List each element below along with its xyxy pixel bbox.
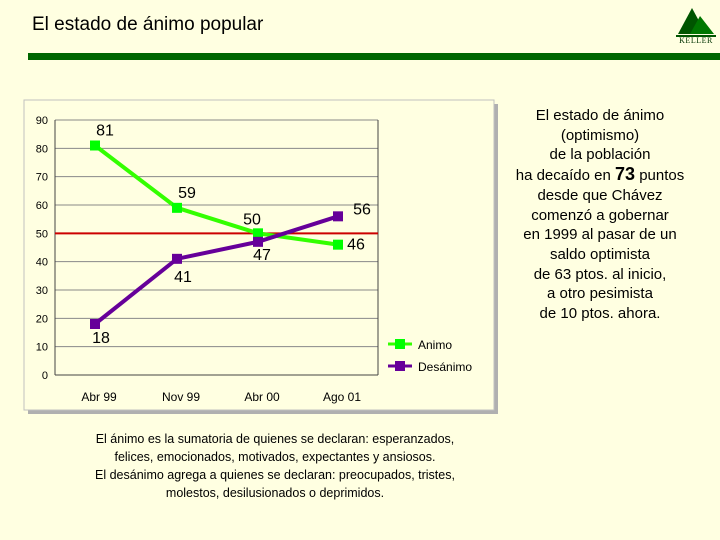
side-note: El estado de ánimo (optimismo) de la pob… [500, 106, 700, 324]
y-tick-label: 60 [36, 200, 48, 212]
y-tick-label: 40 [36, 257, 48, 269]
side-note-line: ha decaído en 73 puntos [500, 164, 700, 186]
y-tick-label: 30 [36, 285, 48, 297]
series-marker-desanimo [172, 253, 182, 264]
side-note-line: a otro pesimista [547, 285, 653, 303]
legend-marker-desanimo [395, 361, 405, 371]
keller-logo-icon [676, 8, 716, 37]
footnote-line: El ánimo es la sumatoria de quienes se d… [95, 432, 455, 446]
x-tick-label: Nov 99 [162, 390, 200, 404]
side-note-fragment: puntos [635, 167, 685, 185]
y-tick-label: 20 [36, 313, 48, 325]
side-note-line: saldo optimista [549, 245, 651, 263]
series-marker-desanimo [333, 211, 343, 222]
data-label-desanimo: 56 [353, 201, 371, 218]
data-label-animo: 81 [96, 123, 114, 140]
side-note-line: (optimismo) [560, 126, 640, 144]
side-note-line: comenzó a gobernar [531, 206, 669, 224]
y-tick-label: 90 [36, 115, 48, 127]
series-marker-animo [253, 228, 263, 239]
legend-marker-animo [395, 339, 405, 349]
series-marker-animo [333, 239, 343, 250]
title-rule [28, 53, 720, 60]
side-note-highlight: 73 [615, 164, 636, 185]
side-note-line: en 1999 al pasar de un [523, 226, 677, 244]
chart-legend: Animo Desánimo [382, 330, 490, 374]
page-title: El estado de ánimo popular [32, 14, 264, 35]
series-line-desanimo [93, 214, 339, 326]
data-label-desanimo: 47 [253, 247, 271, 264]
y-tick-label: 10 [36, 342, 48, 354]
data-label-animo: 50 [243, 211, 261, 228]
x-tick-label: Abr 99 [81, 390, 117, 404]
legend-label-desanimo: Desánimo [418, 360, 472, 374]
series-marker-animo [90, 140, 100, 151]
y-tick-label: 50 [36, 228, 48, 240]
footnote-line: El desánimo agrega a quienes se declaran… [95, 468, 455, 482]
series-marker-animo [172, 202, 182, 213]
data-label-animo: 59 [178, 185, 196, 202]
side-note-line: El estado de ánimo [535, 107, 665, 124]
series-marker-desanimo [90, 319, 100, 329]
y-tick-label: 80 [36, 143, 48, 155]
footnote-line: molestos, desilusionados o deprimidos. [165, 486, 385, 500]
y-tick-label: 0 [42, 370, 48, 382]
x-tick-label: Abr 00 [244, 390, 280, 404]
data-label-animo: 46 [347, 237, 365, 254]
side-note-line: de 10 ptos. ahora. [539, 305, 661, 323]
footnote: El ánimo es la sumatoria de quienes se d… [30, 430, 520, 502]
legend-label-animo: Animo [418, 338, 452, 352]
series-line-animo [93, 143, 339, 247]
x-tick-label: Ago 01 [323, 390, 361, 404]
side-note-fragment: ha decaído en [515, 167, 615, 185]
data-label-desanimo: 41 [174, 269, 192, 286]
side-note-line: desde que Chávez [537, 186, 663, 204]
side-note-line: de 63 ptos. al inicio, [533, 265, 667, 283]
side-note-line: de la población [549, 146, 651, 164]
series-marker-desanimo [253, 236, 263, 247]
footnote-line: felices, emocionados, motivados, expecta… [114, 450, 436, 464]
y-tick-label: 70 [36, 172, 48, 184]
logo-wordmark: KELLER [679, 36, 713, 45]
data-label-desanimo: 18 [92, 330, 110, 347]
